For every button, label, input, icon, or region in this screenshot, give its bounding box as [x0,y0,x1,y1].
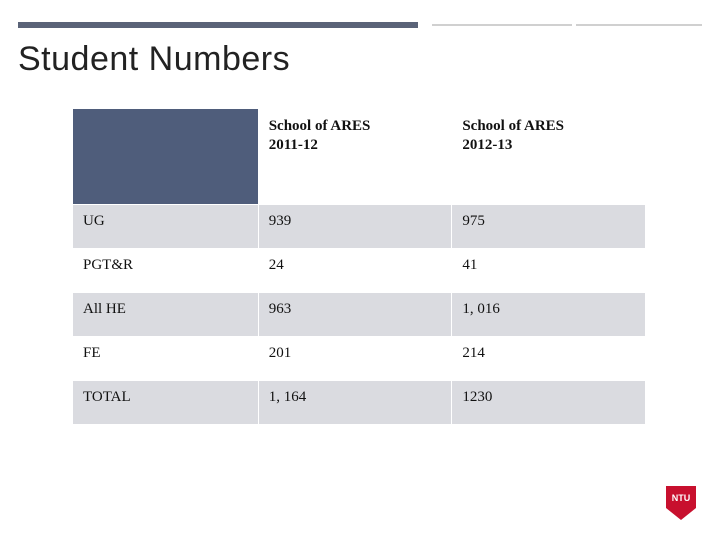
table-row: All HE 963 1, 016 [73,293,646,337]
header-col-2-line1: School of ARES [462,118,564,134]
header-col-2: School of ARES 2012-13 [452,109,646,205]
row-value: 1230 [452,381,646,425]
row-value: 963 [258,293,452,337]
row-label: PGT&R [73,249,259,293]
row-value: 1, 016 [452,293,646,337]
table-row: PGT&R 24 41 [73,249,646,293]
svg-text:NTU: NTU [672,493,691,503]
header-col-2-line2: 2012-13 [462,137,512,153]
row-value: 214 [452,337,646,381]
accent-rule-right-a [432,24,572,26]
header-col-1-line1: School of ARES [269,118,371,134]
student-numbers-table: School of ARES 2011-12 School of ARES 20… [72,108,646,425]
accent-rule-left [18,22,418,28]
accent-rule-right-b [576,24,702,26]
row-label: All HE [73,293,259,337]
row-value: 939 [258,205,452,249]
row-label: TOTAL [73,381,259,425]
page-title: Student Numbers [18,40,290,79]
accent-rule [18,22,702,28]
row-value: 1, 164 [258,381,452,425]
header-col-1-line2: 2011-12 [269,137,318,153]
row-label: FE [73,337,259,381]
row-value: 201 [258,337,452,381]
ntu-logo-icon: NTU [664,484,698,522]
table-row: UG 939 975 [73,205,646,249]
row-label: UG [73,205,259,249]
table-row: FE 201 214 [73,337,646,381]
table-header-row: School of ARES 2011-12 School of ARES 20… [73,109,646,205]
row-value: 975 [452,205,646,249]
header-empty-cell [73,109,259,205]
table-row: TOTAL 1, 164 1230 [73,381,646,425]
row-value: 24 [258,249,452,293]
row-value: 41 [452,249,646,293]
header-col-1: School of ARES 2011-12 [258,109,452,205]
